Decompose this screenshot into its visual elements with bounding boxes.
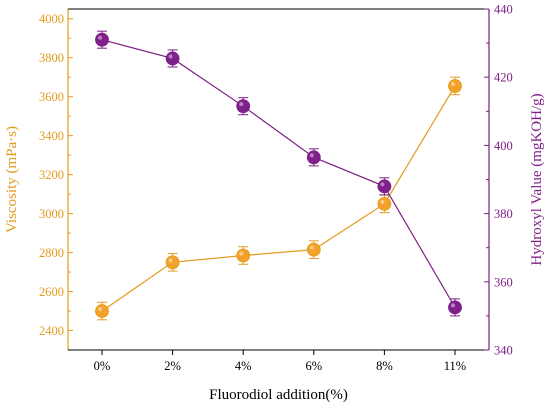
point-highlight xyxy=(380,182,385,187)
y-right-tick-label: 440 xyxy=(494,3,513,17)
x-tick-label: 8% xyxy=(376,359,393,373)
point-highlight xyxy=(451,81,455,86)
y-left-tick-label: 3000 xyxy=(39,207,64,221)
y-right-tick-label: 420 xyxy=(494,71,513,85)
series-left-point xyxy=(377,196,392,211)
point-highlight xyxy=(451,303,455,308)
y-right-tick-label: 380 xyxy=(494,207,513,221)
series-left-line xyxy=(101,85,456,312)
series-left-point xyxy=(165,255,180,270)
series-right-point xyxy=(377,179,392,194)
y-left-tick-label: 2800 xyxy=(39,246,64,260)
point-highlight xyxy=(168,54,173,59)
point-highlight xyxy=(309,153,314,158)
series-right-point xyxy=(165,51,180,66)
series-right-point xyxy=(306,150,321,165)
y-right-tick-label: 400 xyxy=(494,139,513,153)
series-left-point xyxy=(448,79,462,93)
y-left-tick-label: 2400 xyxy=(39,324,64,338)
y-right-tick-label: 340 xyxy=(494,344,513,358)
y-axis-right-title: Hydroxyl Value (mgKOH/g) xyxy=(529,93,545,265)
point-highlight xyxy=(98,307,102,312)
series-right-line xyxy=(101,39,456,308)
series-left-point xyxy=(236,248,251,263)
x-tick-label: 11% xyxy=(444,359,466,373)
x-tick-label: 2% xyxy=(164,359,181,373)
x-tick-label: 6% xyxy=(305,359,322,373)
y-left-tick-label: 3400 xyxy=(39,129,64,143)
point-highlight xyxy=(98,35,102,40)
point-highlight xyxy=(168,258,173,263)
y-left-tick-label: 4000 xyxy=(39,12,64,26)
x-axis-title: Fluorodiol addition(%) xyxy=(209,387,348,403)
labels-group: Fluorodiol addition(%) Viscosity (mPa·s)… xyxy=(4,93,545,403)
point-highlight xyxy=(309,245,314,250)
y-left-tick-label: 2600 xyxy=(39,285,64,299)
y-left-tick-label: 3200 xyxy=(39,168,64,182)
x-tick-label: 0% xyxy=(94,359,111,373)
point-highlight xyxy=(239,251,244,256)
axes-group: 2400 2600 2800 3000 3200 3400 3600 3800 4000 340 3… xyxy=(39,3,513,374)
series-group xyxy=(95,30,462,321)
point-highlight xyxy=(380,199,385,204)
y-axis-left-title: Viscosity (mPa·s) xyxy=(4,126,20,233)
series-right-point xyxy=(95,32,109,47)
series-right-point xyxy=(448,300,462,315)
x-tick-label: 4% xyxy=(235,359,252,373)
series-right-point xyxy=(236,99,251,114)
point-highlight xyxy=(239,102,244,107)
y-left-tick-label: 3600 xyxy=(39,90,64,104)
series-left-point xyxy=(306,242,321,257)
y-left-tick-label: 3800 xyxy=(39,51,64,65)
y-right-tick-label: 360 xyxy=(494,275,513,289)
series-left-point xyxy=(95,304,109,318)
